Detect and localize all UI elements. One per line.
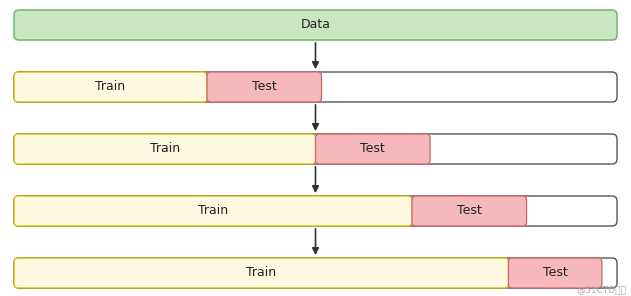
FancyBboxPatch shape [207, 72, 322, 102]
Text: Test: Test [543, 266, 567, 279]
FancyBboxPatch shape [14, 196, 412, 226]
Text: Train: Train [246, 266, 276, 279]
Text: Test: Test [360, 142, 385, 155]
FancyBboxPatch shape [14, 134, 617, 164]
FancyBboxPatch shape [14, 134, 316, 164]
Text: @51CTO博客: @51CTO博客 [576, 285, 626, 294]
FancyBboxPatch shape [14, 72, 207, 102]
Text: Data: Data [300, 18, 331, 31]
FancyBboxPatch shape [509, 258, 602, 288]
FancyBboxPatch shape [14, 258, 617, 288]
Text: Train: Train [198, 205, 228, 218]
FancyBboxPatch shape [14, 72, 617, 102]
Text: Test: Test [457, 205, 481, 218]
Text: Train: Train [150, 142, 180, 155]
FancyBboxPatch shape [14, 196, 617, 226]
Text: Train: Train [95, 81, 126, 94]
FancyBboxPatch shape [412, 196, 526, 226]
FancyBboxPatch shape [14, 10, 617, 40]
FancyBboxPatch shape [316, 134, 430, 164]
FancyBboxPatch shape [14, 258, 509, 288]
Text: Test: Test [252, 81, 276, 94]
